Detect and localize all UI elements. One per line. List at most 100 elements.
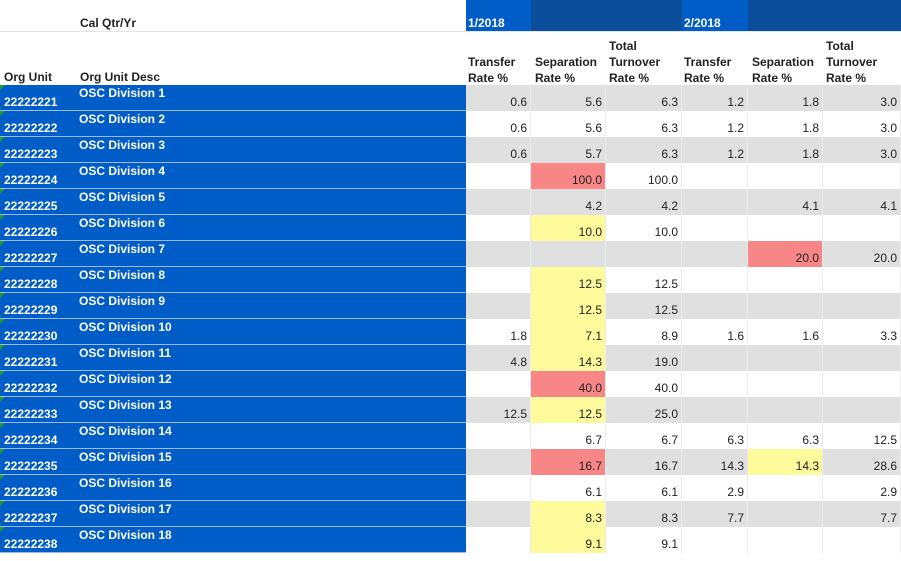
separation-rate-cell[interactable]: 16.7: [531, 449, 606, 475]
total-turnover-cell[interactable]: [823, 397, 901, 423]
total-turnover-cell[interactable]: 9.1: [606, 527, 682, 553]
org-unit-cell[interactable]: 22222224: [0, 163, 78, 189]
separation-rate-cell[interactable]: [748, 501, 823, 527]
transfer-rate-cell[interactable]: [466, 293, 531, 319]
transfer-rate-cell[interactable]: 14.3: [682, 449, 748, 475]
separation-rate-cell[interactable]: 1.6: [748, 319, 823, 345]
org-unit-cell[interactable]: 22222221: [0, 85, 78, 111]
separation-rate-cell[interactable]: 5.6: [531, 85, 606, 111]
org-unit-cell[interactable]: 22222233: [0, 397, 78, 423]
transfer-rate-cell[interactable]: [682, 215, 748, 241]
org-unit-desc-cell[interactable]: OSC Division 7: [78, 241, 466, 267]
org-unit-desc-cell[interactable]: OSC Division 12: [78, 371, 466, 397]
separation-rate-cell[interactable]: 5.6: [531, 111, 606, 137]
org-unit-desc-cell[interactable]: OSC Division 17: [78, 501, 466, 527]
org-unit-cell[interactable]: 22222235: [0, 449, 78, 475]
org-unit-desc-cell[interactable]: OSC Division 9: [78, 293, 466, 319]
total-turnover-cell[interactable]: [823, 371, 901, 397]
transfer-rate-cell[interactable]: [682, 293, 748, 319]
transfer-rate-cell[interactable]: 1.6: [682, 319, 748, 345]
total-turnover-cell[interactable]: 6.7: [606, 423, 682, 449]
separation-rate-cell[interactable]: 1.8: [748, 85, 823, 111]
org-unit-desc-cell[interactable]: OSC Division 16: [78, 475, 466, 501]
org-unit-cell[interactable]: 22222228: [0, 267, 78, 293]
total-turnover-cell[interactable]: 4.1: [823, 189, 901, 215]
total-turnover-cell[interactable]: 40.0: [606, 371, 682, 397]
org-unit-cell[interactable]: 22222236: [0, 475, 78, 501]
transfer-rate-cell[interactable]: [466, 163, 531, 189]
org-unit-desc-cell[interactable]: OSC Division 8: [78, 267, 466, 293]
separation-rate-cell[interactable]: [748, 475, 823, 501]
separation-rate-cell[interactable]: 12.5: [531, 397, 606, 423]
separation-rate-cell[interactable]: [531, 241, 606, 267]
org-unit-desc-cell[interactable]: OSC Division 2: [78, 111, 466, 137]
total-turnover-cell[interactable]: 6.1: [606, 475, 682, 501]
separation-rate-cell[interactable]: [748, 293, 823, 319]
total-turnover-cell[interactable]: 4.2: [606, 189, 682, 215]
separation-rate-cell[interactable]: 14.3: [748, 449, 823, 475]
total-turnover-cell[interactable]: 6.3: [606, 85, 682, 111]
total-turnover-cell[interactable]: 19.0: [606, 345, 682, 371]
total-turnover-cell[interactable]: 6.3: [606, 137, 682, 163]
total-turnover-cell[interactable]: 10.0: [606, 215, 682, 241]
separation-rate-cell[interactable]: 1.8: [748, 111, 823, 137]
org-unit-cell[interactable]: 22222238: [0, 527, 78, 553]
total-turnover-cell[interactable]: 28.6: [823, 449, 901, 475]
total-turnover-cell[interactable]: [823, 293, 901, 319]
separation-rate-cell[interactable]: 7.1: [531, 319, 606, 345]
separation-rate-cell[interactable]: [748, 397, 823, 423]
separation-rate-cell[interactable]: 14.3: [531, 345, 606, 371]
org-unit-desc-cell[interactable]: OSC Division 4: [78, 163, 466, 189]
total-turnover-cell[interactable]: 2.9: [823, 475, 901, 501]
period-2-fill[interactable]: [748, 0, 901, 31]
org-unit-desc-cell[interactable]: OSC Division 15: [78, 449, 466, 475]
total-turnover-cell[interactable]: [823, 163, 901, 189]
separation-rate-cell[interactable]: [748, 371, 823, 397]
period-2-cell[interactable]: 2/2018: [682, 0, 748, 31]
transfer-rate-cell[interactable]: [466, 501, 531, 527]
transfer-rate-cell[interactable]: 12.5: [466, 397, 531, 423]
org-unit-desc-cell[interactable]: OSC Division 6: [78, 215, 466, 241]
separation-rate-cell[interactable]: [748, 215, 823, 241]
total-turnover-cell[interactable]: 100.0: [606, 163, 682, 189]
separation-rate-cell[interactable]: 40.0: [531, 371, 606, 397]
total-turnover-cell[interactable]: [823, 267, 901, 293]
org-unit-cell[interactable]: 22222223: [0, 137, 78, 163]
transfer-rate-cell[interactable]: [682, 163, 748, 189]
total-turnover-cell[interactable]: 12.5: [606, 293, 682, 319]
total-turnover-cell[interactable]: 12.5: [823, 423, 901, 449]
separation-rate-cell[interactable]: [748, 527, 823, 553]
transfer-rate-cell[interactable]: [466, 423, 531, 449]
separation-rate-cell[interactable]: 5.7: [531, 137, 606, 163]
transfer-rate-cell[interactable]: [682, 241, 748, 267]
org-unit-cell[interactable]: 22222232: [0, 371, 78, 397]
separation-rate-cell[interactable]: 12.5: [531, 293, 606, 319]
transfer-rate-cell[interactable]: 1.2: [682, 137, 748, 163]
separation-rate-cell[interactable]: 1.8: [748, 137, 823, 163]
separation-rate-cell[interactable]: [748, 163, 823, 189]
transfer-rate-cell[interactable]: [466, 371, 531, 397]
separation-rate-cell[interactable]: 20.0: [748, 241, 823, 267]
separation-rate-cell[interactable]: [748, 345, 823, 371]
org-unit-cell[interactable]: 22222227: [0, 241, 78, 267]
transfer-rate-cell[interactable]: 0.6: [466, 111, 531, 137]
separation-rate-cell[interactable]: 8.3: [531, 501, 606, 527]
total-turnover-cell[interactable]: 20.0: [823, 241, 901, 267]
org-unit-cell[interactable]: 22222225: [0, 189, 78, 215]
separation-rate-cell[interactable]: 12.5: [531, 267, 606, 293]
transfer-rate-cell[interactable]: 0.6: [466, 137, 531, 163]
transfer-rate-cell[interactable]: [682, 371, 748, 397]
separation-rate-cell[interactable]: 9.1: [531, 527, 606, 553]
transfer-rate-cell[interactable]: [466, 449, 531, 475]
separation-rate-cell[interactable]: 4.1: [748, 189, 823, 215]
total-turnover-cell[interactable]: 8.9: [606, 319, 682, 345]
transfer-rate-cell[interactable]: [466, 215, 531, 241]
transfer-rate-cell[interactable]: [466, 475, 531, 501]
transfer-rate-cell[interactable]: [682, 397, 748, 423]
separation-rate-cell[interactable]: 6.7: [531, 423, 606, 449]
transfer-rate-cell[interactable]: 1.2: [682, 111, 748, 137]
transfer-rate-cell[interactable]: [466, 267, 531, 293]
total-turnover-cell[interactable]: [823, 345, 901, 371]
transfer-rate-cell[interactable]: 6.3: [682, 423, 748, 449]
org-unit-cell[interactable]: 22222229: [0, 293, 78, 319]
